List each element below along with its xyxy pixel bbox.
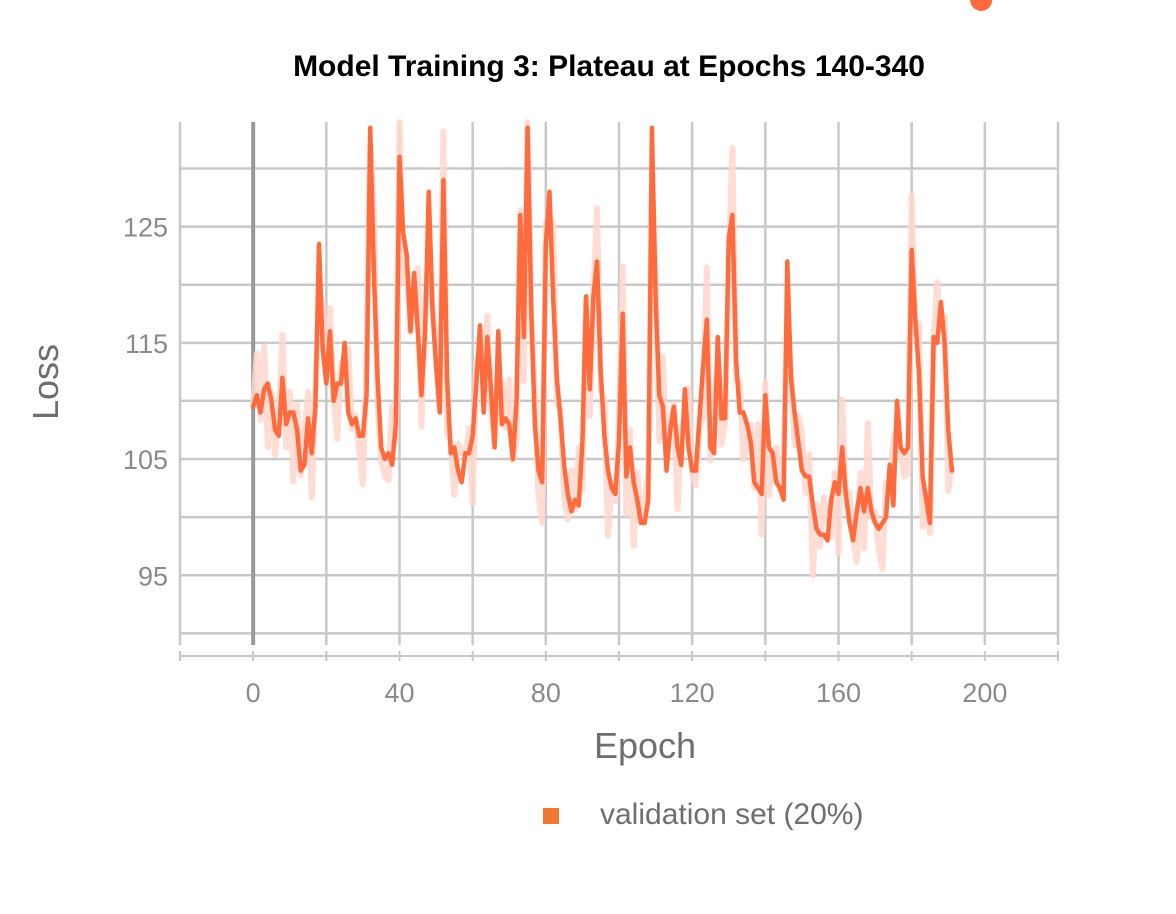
x-tick-label: 0 xyxy=(246,678,261,708)
series-end-point xyxy=(970,0,993,11)
x-tick-label: 120 xyxy=(670,678,715,708)
legend: validation set (20%) xyxy=(543,798,863,831)
series-line xyxy=(250,125,955,543)
tick-labels: 0 40 80 120 160 200 95 105 115 125 xyxy=(123,213,1007,708)
x-tick-label: 200 xyxy=(962,678,1007,708)
y-tick-label: 115 xyxy=(125,329,168,359)
legend-label: validation set (20%) xyxy=(600,798,863,831)
y-tick-label: 105 xyxy=(123,445,168,475)
x-tick-label: 160 xyxy=(816,678,861,708)
legend-marker xyxy=(543,808,559,824)
x-axis-label: Epoch xyxy=(594,725,696,766)
smoothed-series xyxy=(250,0,993,543)
y-axis-label: Loss xyxy=(25,344,66,420)
x-tick-label: 40 xyxy=(384,678,414,708)
y-tick-label: 125 xyxy=(123,213,168,243)
x-tick-label: 80 xyxy=(531,678,561,708)
y-tick-label: 95 xyxy=(138,561,168,591)
chart-title: Model Training 3: Plateau at Epochs 140-… xyxy=(293,50,925,83)
